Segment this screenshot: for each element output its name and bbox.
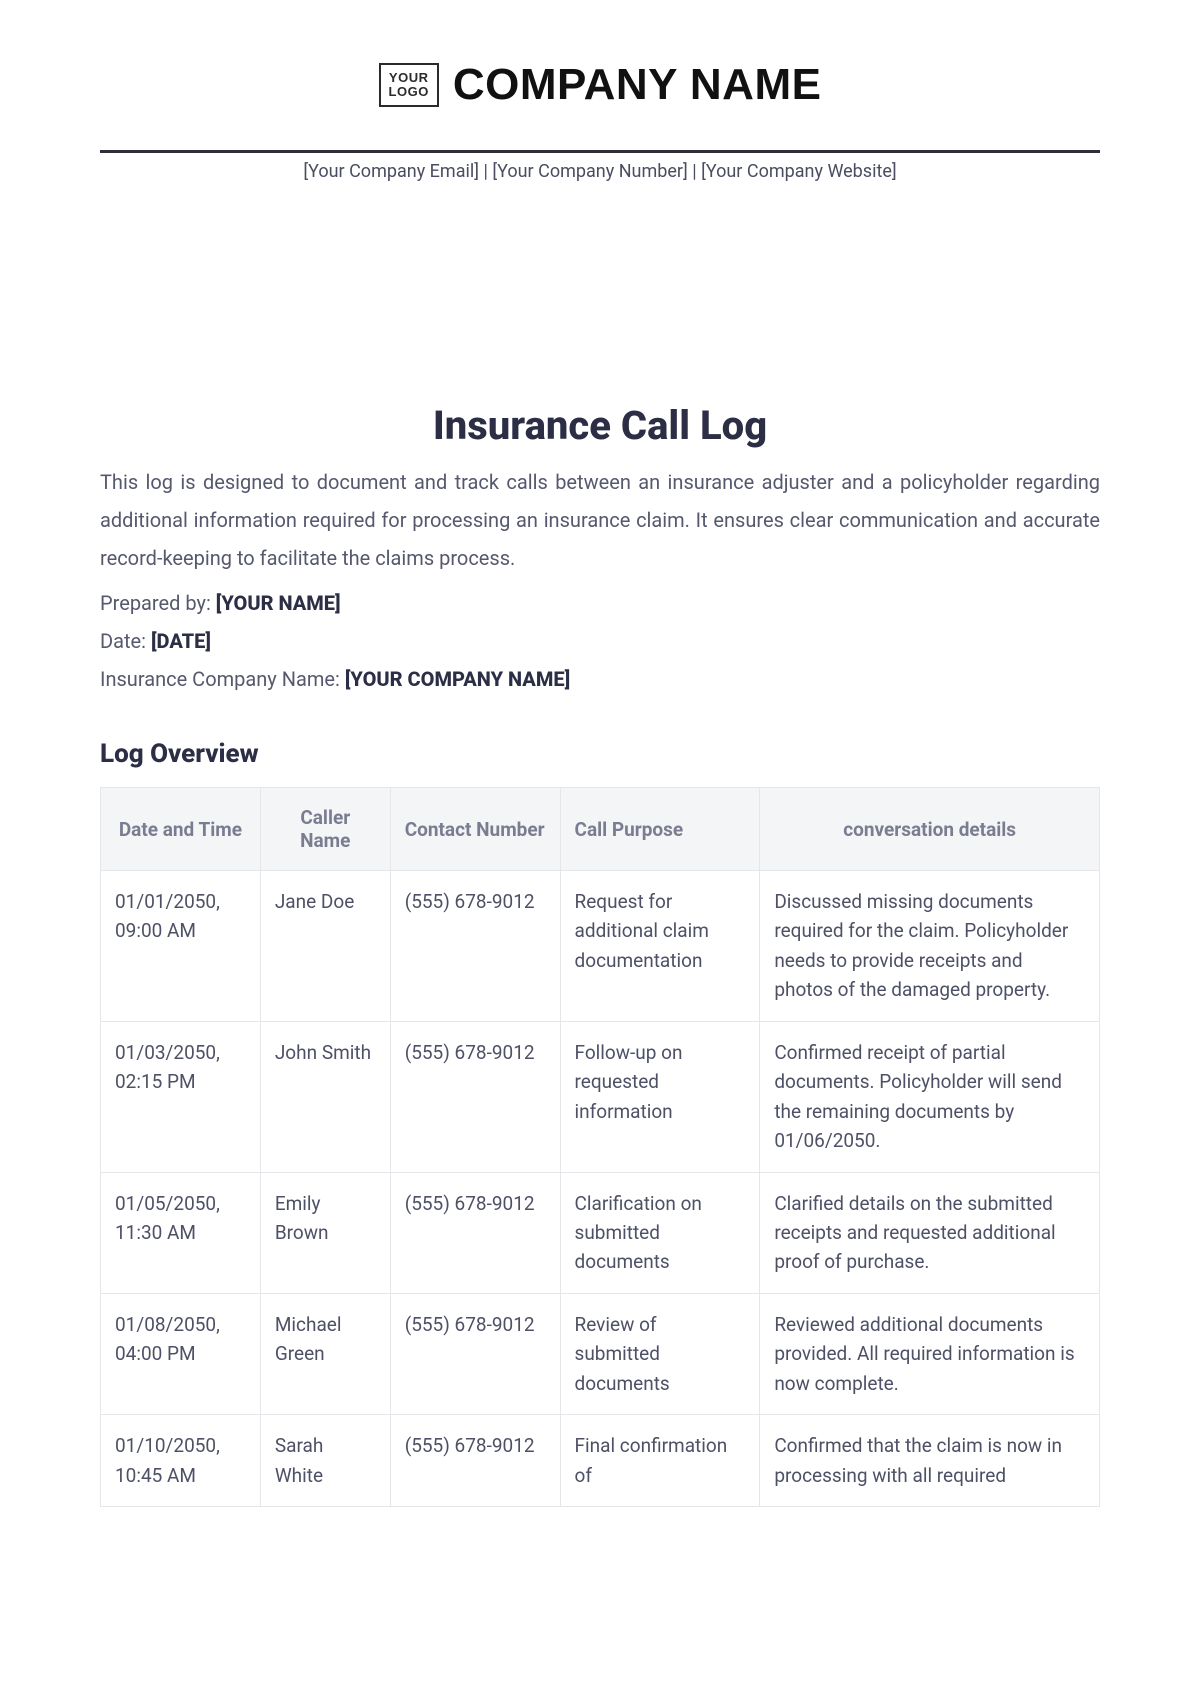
- col-header-contact: Contact Number: [390, 788, 560, 871]
- call-log-table: Date and Time Caller Name Contact Number…: [100, 787, 1100, 1507]
- logo-text-line1: YOUR: [389, 71, 429, 85]
- cell-purpose: Clarification on submitted documents: [560, 1172, 760, 1293]
- cell-caller: Sarah White: [260, 1415, 390, 1507]
- cell-purpose: Final confirmation of: [560, 1415, 760, 1507]
- cell-caller: John Smith: [260, 1021, 390, 1172]
- cell-details: Reviewed additional documents provided. …: [760, 1293, 1100, 1414]
- cell-datetime: 01/03/2050, 02:15 PM: [101, 1021, 261, 1172]
- cell-contact: (555) 678-9012: [390, 1293, 560, 1414]
- cell-contact: (555) 678-9012: [390, 1172, 560, 1293]
- cell-datetime: 01/05/2050, 11:30 AM: [101, 1172, 261, 1293]
- insurance-company-value: [YOUR COMPANY NAME]: [345, 667, 570, 691]
- contact-line: [Your Company Email] | [Your Company Num…: [100, 161, 1100, 182]
- cell-contact: (555) 678-9012: [390, 871, 560, 1022]
- prepared-by-line: Prepared by: [YOUR NAME]: [100, 591, 1100, 615]
- cell-datetime: 01/08/2050, 04:00 PM: [101, 1293, 261, 1414]
- cell-details: Confirmed that the claim is now in proce…: [760, 1415, 1100, 1507]
- cell-purpose: Request for additional claim documentati…: [560, 871, 760, 1022]
- table-row: 01/08/2050, 04:00 PM Michael Green (555)…: [101, 1293, 1100, 1414]
- prepared-by-label: Prepared by:: [100, 591, 216, 615]
- logo-text-line2: LOGO: [389, 85, 429, 99]
- intro-paragraph: This log is designed to document and tra…: [100, 463, 1100, 577]
- table-row: 01/01/2050, 09:00 AM Jane Doe (555) 678-…: [101, 871, 1100, 1022]
- prepared-by-value: [YOUR NAME]: [216, 591, 341, 615]
- section-heading-log-overview: Log Overview: [100, 739, 1100, 769]
- table-header-row: Date and Time Caller Name Contact Number…: [101, 788, 1100, 871]
- cell-datetime: 01/01/2050, 09:00 AM: [101, 871, 261, 1022]
- cell-caller: Michael Green: [260, 1293, 390, 1414]
- cell-details: Confirmed receipt of partial documents. …: [760, 1021, 1100, 1172]
- date-line: Date: [DATE]: [100, 629, 1100, 653]
- date-label: Date:: [100, 629, 151, 653]
- col-header-datetime: Date and Time: [101, 788, 261, 871]
- cell-purpose: Follow-up on requested information: [560, 1021, 760, 1172]
- logo-placeholder: YOUR LOGO: [379, 63, 439, 106]
- cell-caller: Jane Doe: [260, 871, 390, 1022]
- cell-contact: (555) 678-9012: [390, 1021, 560, 1172]
- letterhead: YOUR LOGO COMPANY NAME: [100, 60, 1100, 110]
- cell-datetime: 01/10/2050, 10:45 AM: [101, 1415, 261, 1507]
- document-page: YOUR LOGO COMPANY NAME [Your Company Ema…: [0, 0, 1200, 1700]
- table-row: 01/03/2050, 02:15 PM John Smith (555) 67…: [101, 1021, 1100, 1172]
- date-value: [DATE]: [151, 629, 211, 653]
- col-header-purpose: Call Purpose: [560, 788, 760, 871]
- company-name-heading: COMPANY NAME: [453, 60, 822, 110]
- page-title: Insurance Call Log: [100, 402, 1100, 449]
- table-row: 01/10/2050, 10:45 AM Sarah White (555) 6…: [101, 1415, 1100, 1507]
- table-row: 01/05/2050, 11:30 AM Emily Brown (555) 6…: [101, 1172, 1100, 1293]
- cell-caller: Emily Brown: [260, 1172, 390, 1293]
- cell-details: Discussed missing documents required for…: [760, 871, 1100, 1022]
- header-divider: [100, 150, 1100, 153]
- insurance-company-line: Insurance Company Name: [YOUR COMPANY NA…: [100, 667, 1100, 691]
- cell-purpose: Review of submitted documents: [560, 1293, 760, 1414]
- col-header-details: conversation details: [760, 788, 1100, 871]
- insurance-company-label: Insurance Company Name:: [100, 667, 345, 691]
- col-header-caller: Caller Name: [260, 788, 390, 871]
- cell-details: Clarified details on the submitted recei…: [760, 1172, 1100, 1293]
- cell-contact: (555) 678-9012: [390, 1415, 560, 1507]
- table-body: 01/01/2050, 09:00 AM Jane Doe (555) 678-…: [101, 871, 1100, 1507]
